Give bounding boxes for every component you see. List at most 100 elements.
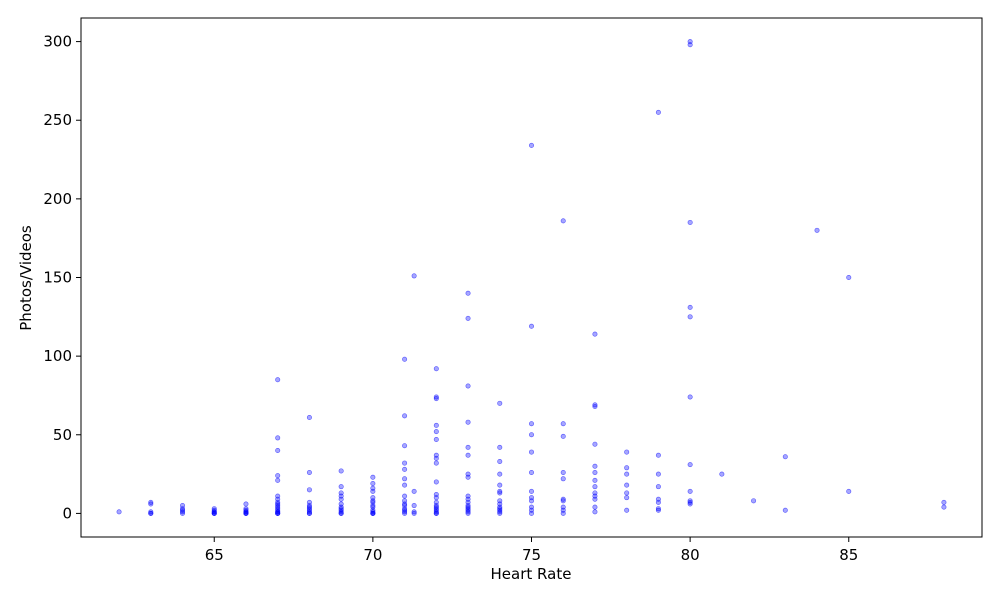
plot-frame bbox=[80, 17, 983, 538]
x-axis-ticks: 65 70 75 80 85 bbox=[205, 537, 858, 564]
data-point bbox=[497, 510, 503, 516]
data-point bbox=[655, 507, 661, 513]
data-point bbox=[465, 510, 471, 516]
data-point bbox=[411, 509, 417, 515]
data-point bbox=[148, 501, 154, 507]
data-point bbox=[370, 498, 376, 504]
data-point bbox=[148, 509, 154, 515]
data-point bbox=[528, 432, 534, 438]
data-point bbox=[338, 510, 344, 516]
data-point bbox=[846, 274, 852, 280]
data-point bbox=[751, 498, 757, 504]
data-point bbox=[782, 454, 788, 460]
data-point bbox=[370, 503, 376, 509]
data-point bbox=[433, 396, 439, 402]
data-point bbox=[306, 487, 312, 493]
data-point bbox=[148, 510, 154, 516]
data-point bbox=[465, 474, 471, 480]
data-point bbox=[497, 444, 503, 450]
data-point bbox=[592, 477, 598, 483]
data-point bbox=[338, 496, 344, 502]
data-point bbox=[528, 449, 534, 455]
data-point bbox=[370, 509, 376, 515]
data-point bbox=[411, 273, 417, 279]
data-point bbox=[433, 479, 439, 485]
data-point bbox=[402, 443, 408, 449]
data-point bbox=[687, 304, 693, 310]
data-point bbox=[687, 314, 693, 320]
data-point bbox=[687, 499, 693, 505]
data-point bbox=[402, 356, 408, 362]
data-point bbox=[624, 449, 630, 455]
data-point bbox=[411, 488, 417, 494]
data-point bbox=[338, 484, 344, 490]
x-tick-label: 70 bbox=[363, 546, 382, 564]
data-point bbox=[497, 488, 503, 494]
data-point bbox=[592, 331, 598, 337]
data-point bbox=[338, 509, 344, 515]
data-point bbox=[306, 470, 312, 476]
data-point bbox=[592, 496, 598, 502]
data-point bbox=[655, 506, 661, 512]
data-point bbox=[624, 465, 630, 471]
data-point bbox=[655, 471, 661, 477]
data-point bbox=[719, 471, 725, 477]
data-point bbox=[402, 509, 408, 515]
data-point bbox=[370, 488, 376, 494]
data-point bbox=[497, 459, 503, 465]
data-point bbox=[402, 501, 408, 507]
plot-area bbox=[81, 18, 982, 537]
data-point bbox=[592, 484, 598, 490]
data-point bbox=[624, 490, 630, 496]
data-point bbox=[624, 507, 630, 513]
data-point bbox=[560, 470, 566, 476]
data-point bbox=[624, 482, 630, 488]
x-tick-label: 80 bbox=[681, 546, 700, 564]
data-point bbox=[116, 509, 122, 515]
data-point bbox=[243, 509, 249, 515]
data-point bbox=[433, 394, 439, 400]
data-point bbox=[655, 499, 661, 505]
data-point bbox=[560, 510, 566, 516]
data-point bbox=[465, 419, 471, 425]
x-tick-label: 85 bbox=[839, 546, 858, 564]
data-point bbox=[433, 455, 439, 461]
data-point bbox=[402, 476, 408, 482]
data-point bbox=[411, 510, 417, 516]
data-point bbox=[402, 460, 408, 466]
data-point bbox=[814, 227, 820, 233]
y-tick-label: 100 bbox=[43, 347, 72, 365]
data-point bbox=[655, 484, 661, 490]
data-point bbox=[655, 109, 661, 115]
data-point bbox=[687, 42, 693, 48]
data-point bbox=[655, 452, 661, 458]
data-point bbox=[275, 377, 281, 383]
data-point bbox=[465, 290, 471, 296]
data-point bbox=[433, 436, 439, 442]
data-point bbox=[243, 501, 249, 507]
data-point bbox=[402, 413, 408, 419]
data-point bbox=[465, 509, 471, 515]
data-point bbox=[338, 468, 344, 474]
data-point bbox=[465, 444, 471, 450]
x-axis-label: Heart Rate bbox=[491, 565, 572, 583]
data-point bbox=[560, 498, 566, 504]
data-point bbox=[433, 509, 439, 515]
data-point bbox=[465, 452, 471, 458]
data-point bbox=[370, 481, 376, 487]
data-point bbox=[433, 510, 439, 516]
data-point bbox=[782, 507, 788, 513]
data-point bbox=[687, 488, 693, 494]
y-tick-label: 150 bbox=[43, 269, 72, 287]
data-point bbox=[528, 488, 534, 494]
data-point bbox=[687, 501, 693, 507]
data-point bbox=[592, 504, 598, 510]
data-point bbox=[497, 509, 503, 515]
data-point bbox=[528, 421, 534, 427]
data-point bbox=[592, 402, 598, 408]
data-point bbox=[370, 474, 376, 480]
data-point bbox=[560, 476, 566, 482]
data-point bbox=[528, 510, 534, 516]
y-tick-label: 250 bbox=[43, 111, 72, 129]
data-point bbox=[624, 495, 630, 501]
